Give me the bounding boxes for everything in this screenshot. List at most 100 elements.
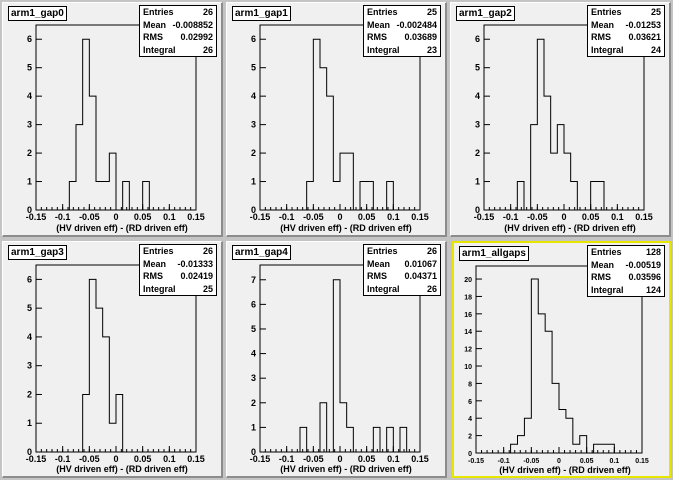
y-tick-label: 1 [475, 177, 480, 187]
x-tick-label: 0.1 [611, 212, 624, 222]
histogram-pad-5[interactable]: 0 1 2 3 4 5 6 7 -0.15 -0.1 -0.05 0 0.05 0.1 0.15 (HV dr… [226, 241, 447, 478]
x-axis-title: (HV driven eff) - (RD driven eff) [499, 465, 631, 475]
y-tick-label: 0 [475, 205, 480, 215]
stats-row-entries: Entries 128 [588, 246, 664, 259]
histogram-pad-3[interactable]: 0 1 2 3 4 5 6 -0.15 -0.1 -0.05 0 0.05 0.1 0.15 (HV dri… [450, 2, 671, 237]
stats-box: Entries 26 Mean 0.01067 RMS 0.04371 Integral 26 [363, 244, 441, 296]
x-tick-label: 0 [337, 212, 342, 222]
x-tick-label: 0.15 [635, 458, 649, 465]
y-tick-label: 3 [27, 361, 32, 371]
y-tick-label: 5 [475, 63, 480, 73]
stats-value: 24 [650, 44, 661, 55]
stats-row-mean: Mean -0.01253 [588, 19, 664, 32]
x-tick-label: -0.15 [26, 212, 47, 222]
stats-row-rms: RMS 0.02419 [140, 270, 216, 283]
stats-label: RMS [143, 32, 163, 42]
x-tick-label: 0.1 [163, 454, 176, 464]
x-axis-title: (HV driven eff) - (RD driven eff) [280, 464, 412, 474]
histogram-title: arm1_gap1 [232, 6, 291, 21]
y-tick-label: 2 [251, 398, 256, 408]
x-tick-label: -0.15 [468, 458, 484, 465]
y-tick-label: 2 [251, 148, 256, 158]
histogram-pad-6[interactable]: 0 2 4 6 8 10 12 14 16 18 20 -0.15 -0.1 -0.05 0 0.05 0.1 0… [452, 241, 671, 478]
y-tick-label: 0 [27, 447, 32, 457]
stats-row-integral: Integral 26 [364, 283, 440, 296]
stats-row-mean: Mean -0.00519 [588, 259, 664, 272]
stats-value: 128 [645, 247, 661, 257]
y-tick-label: 4 [251, 91, 256, 101]
stats-row-integral: Integral 24 [588, 44, 664, 57]
y-tick-label: 1 [27, 177, 32, 187]
y-tick-label: 0 [251, 205, 256, 215]
x-tick-label: 0.15 [635, 212, 653, 222]
x-tick-label: 0.05 [134, 454, 152, 464]
histogram-pad-4[interactable]: 0 1 2 3 4 5 6 -0.15 -0.1 -0.05 0 0.05 0.1 0.15 (HV dri… [2, 241, 223, 478]
y-tick-label: 16 [464, 312, 472, 319]
x-tick-label: 0.1 [163, 212, 176, 222]
y-tick-label: 4 [468, 416, 472, 423]
x-tick-label: -0.15 [250, 212, 271, 222]
histogram-title: arm1_allgaps [459, 246, 529, 261]
x-tick-label: -0.05 [523, 458, 539, 465]
histogram-pad-1[interactable]: 0 1 2 3 4 5 6 -0.15 -0.1 -0.05 0 0.05 0.1 0.15 (HV dri… [2, 2, 223, 237]
y-tick-label: 2 [475, 148, 480, 158]
y-tick-label: 0 [468, 451, 472, 458]
y-tick-label: 8 [468, 381, 472, 388]
histogram-title: arm1_gap0 [8, 6, 67, 21]
x-tick-label: -0.05 [79, 212, 100, 222]
stats-row-entries: Entries 26 [364, 245, 440, 258]
x-tick-label: -0.15 [250, 454, 271, 464]
stats-box: Entries 26 Mean -0.008852 RMS 0.02992 Integral… [139, 5, 217, 57]
x-tick-label: 0.15 [411, 212, 429, 222]
stats-label: Integral [143, 44, 176, 55]
x-tick-label: -0.1 [279, 454, 295, 464]
x-tick-label: -0.05 [303, 212, 324, 222]
stats-label: Mean [143, 19, 167, 30]
x-tick-label: -0.1 [498, 458, 510, 465]
x-tick-label: -0.05 [303, 454, 324, 464]
histogram-line [260, 279, 420, 453]
stats-value: 25 [650, 7, 661, 17]
stats-value: 25 [202, 283, 213, 294]
y-tick-label: 3 [27, 120, 32, 130]
stats-row-rms: RMS 0.03689 [364, 31, 440, 44]
stats-row-integral: Integral 124 [588, 284, 664, 297]
stats-label: Entries [591, 7, 622, 17]
histogram-pad-2[interactable]: 0 1 2 3 4 5 6 -0.15 -0.1 -0.05 0 0.05 0.1 0.15 (HV dri… [226, 2, 447, 237]
stats-label: Integral [367, 44, 400, 55]
y-tick-label: 4 [475, 91, 480, 101]
y-tick-label: 14 [464, 329, 472, 336]
x-tick-label: -0.15 [26, 454, 47, 464]
x-tick-label: 0 [557, 458, 561, 465]
stats-label: Integral [591, 44, 624, 55]
x-tick-label: 0.05 [134, 212, 152, 222]
x-tick-label: 0.05 [358, 454, 376, 464]
stats-value: 124 [645, 284, 661, 295]
y-tick-label: 5 [251, 324, 256, 334]
y-tick-label: 4 [27, 91, 32, 101]
stats-label: Entries [367, 246, 398, 256]
y-tick-label: 3 [475, 120, 480, 130]
y-tick-label: 4 [251, 349, 256, 359]
stats-box: Entries 25 Mean -0.01253 RMS 0.03621 Integral 2… [587, 5, 665, 57]
stats-value: 0.03621 [628, 32, 661, 42]
stats-label: Integral [591, 284, 624, 295]
y-tick-label: 1 [27, 418, 32, 428]
x-tick-label: -0.1 [279, 212, 295, 222]
x-axis-title: (HV driven eff) - (RD driven eff) [504, 223, 636, 233]
y-tick-label: 6 [251, 34, 256, 44]
stats-value: 25 [426, 7, 437, 17]
x-tick-label: 0 [561, 212, 566, 222]
y-tick-label: 2 [468, 434, 472, 441]
stats-row-mean: Mean -0.01333 [140, 258, 216, 271]
y-tick-label: 12 [464, 347, 472, 354]
histogram-title: arm1_gap4 [232, 245, 291, 260]
stats-label: Entries [367, 7, 398, 17]
y-tick-label: 18 [464, 294, 472, 301]
stats-value: 26 [426, 246, 437, 256]
y-tick-label: 3 [251, 120, 256, 130]
histogram-title: arm1_gap3 [8, 245, 67, 260]
y-tick-label: 6 [475, 34, 480, 44]
stats-value: 26 [202, 7, 213, 17]
y-tick-label: 5 [251, 63, 256, 73]
